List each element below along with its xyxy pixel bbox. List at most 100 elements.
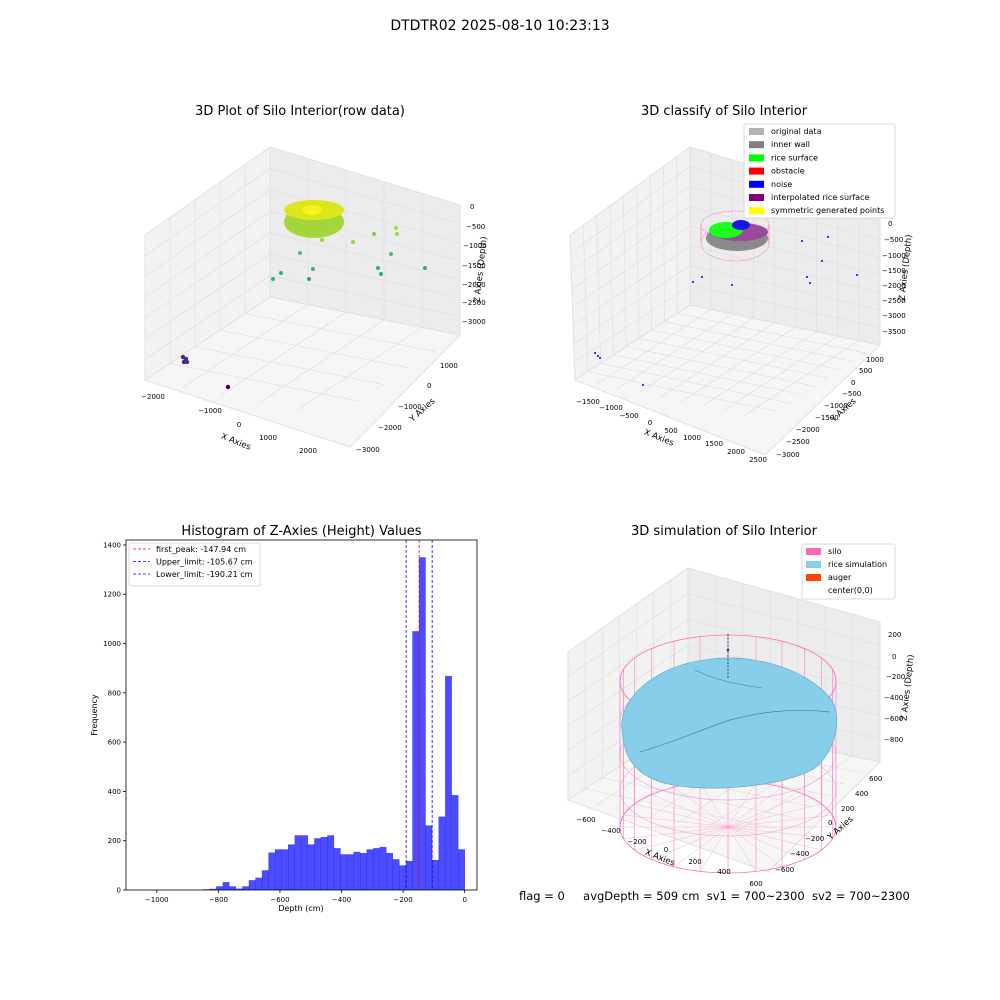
legend-swatch [749, 167, 764, 175]
grid-line [144, 232, 271, 319]
simulation-ztick: −800 [884, 736, 903, 744]
legend-label: center(0,0) [828, 586, 873, 595]
silo-wire [727, 826, 805, 860]
raw-ytick: 0 [427, 382, 431, 390]
legend-swatch [749, 194, 764, 201]
simulation-ytick: 0 [828, 819, 832, 827]
simulation-xtick: −200 [627, 838, 646, 846]
grid-line [169, 363, 361, 402]
grid-line [689, 284, 881, 328]
classify-ztick: −1000 [882, 252, 906, 260]
raw-axes-panes [143, 146, 462, 448]
y-tick-label: 800 [108, 689, 121, 697]
histogram-bar [288, 844, 295, 890]
histogram-bar [281, 849, 289, 890]
legend-label: interpolated rice surface [771, 193, 869, 202]
simulation-3d-plot: −600 −400 −200 0 200 400 600 600 400 200… [566, 543, 917, 888]
y-tick-label: 1200 [103, 591, 121, 599]
raw-ytick: −1000 [398, 403, 422, 411]
histogram-bar [340, 854, 348, 890]
y-tick-label: 1000 [103, 640, 121, 648]
grid-line [587, 371, 778, 412]
grid-line [244, 313, 436, 352]
grid-line [572, 225, 691, 308]
legend-label: rice surface [771, 153, 818, 162]
histogram-bar [412, 631, 420, 890]
raw-xtick: 1000 [259, 434, 277, 442]
classify-noise-point [809, 282, 811, 284]
classify-noise-point [692, 281, 694, 283]
histogram-bar [392, 859, 400, 890]
grid-line [144, 275, 271, 360]
raw-ztick: 0 [470, 203, 474, 211]
grid-line [571, 186, 691, 272]
raw-tick-labels: −2000 −1000 0 1000 2000 1000 0 −1000 −20… [141, 203, 487, 455]
classify-point-cloud [594, 210, 858, 386]
grid-line [617, 313, 733, 390]
classify-ytick: −2000 [796, 426, 820, 434]
legend-label: rice simulation [828, 560, 887, 569]
figure-title: DTDTR02 2025-08-10 10:23:13 [390, 18, 610, 34]
legend-label: noise [771, 180, 792, 189]
silo-wire [651, 794, 729, 828]
x-tick-label: −600 [270, 896, 289, 904]
histogram-bar [314, 838, 322, 890]
classify-noise-point [599, 357, 601, 359]
classify-ztick: −1500 [882, 267, 906, 275]
raw-point [307, 277, 311, 281]
simulation-ytick: −200 [805, 835, 824, 843]
simulation-xtick: 0 [664, 846, 668, 854]
classify-ytick: −1000 [824, 402, 848, 410]
histogram-bar [209, 888, 217, 890]
classify-ylabel: Y Axies [828, 396, 859, 425]
silo-wire [727, 826, 822, 851]
raw-ztick: −2500 [462, 299, 486, 307]
histogram-bar [366, 849, 374, 890]
raw-point [395, 232, 399, 236]
y-tick-label: 1400 [103, 541, 121, 549]
histogram-xlabel: Depth (cm) [278, 904, 323, 913]
raw-point [379, 272, 383, 276]
simulation-zlabel: Z Axies (Depth) [900, 654, 917, 721]
legend-label: auger [828, 573, 852, 582]
legend-label: Lower_limit: -190.21 cm [156, 570, 253, 579]
classify-xtick: 2500 [749, 456, 767, 464]
rice-simulation-surface [621, 657, 837, 789]
grid-line [144, 189, 271, 277]
simulation-ztick: 0 [892, 653, 896, 661]
raw-grid-lines [144, 158, 461, 411]
grid-line [638, 318, 754, 394]
histogram-threshold-lines [405, 540, 433, 890]
grid-line [258, 319, 385, 404]
grid-line [651, 329, 842, 371]
histogram-bar [418, 557, 426, 890]
raw-point [423, 266, 427, 270]
legend-label: Upper_limit: -105.67 cm [156, 558, 253, 567]
simulation-ztick: −600 [884, 715, 903, 723]
simulation-ytick: 200 [841, 805, 854, 813]
grid-line [573, 265, 691, 344]
classify-tick-labels: −1500 −1000 −500 0 500 1000 1500 2000 25… [576, 220, 906, 464]
raw-xtick: −2000 [141, 393, 165, 401]
histogram-bar [405, 860, 413, 890]
grid-line [144, 211, 271, 298]
silo-wire [634, 803, 729, 828]
silo-wire [727, 782, 757, 828]
histogram-bar [248, 880, 256, 890]
histogram-bar [445, 676, 452, 890]
silo-wire [673, 787, 729, 828]
grid-line [680, 326, 796, 403]
grid-line [572, 245, 691, 326]
histogram-chart: −1000 −800 −600 −400 −200 0 0 200 400 600 800 1000… [90, 539, 478, 913]
grid-line [219, 329, 411, 369]
grid-line [613, 354, 804, 396]
histogram-legend: first_peak: -147.94 cm Upper_limit: -105.… [128, 542, 261, 587]
raw-point [311, 267, 315, 271]
grid-line [664, 321, 855, 362]
legend-label: silo [828, 547, 842, 556]
silo-wire [651, 826, 729, 860]
raw-ztick: −1500 [462, 262, 486, 270]
raw-point [394, 226, 398, 230]
raw-plot-title: 3D Plot of Silo Interior(row data) [195, 104, 405, 119]
